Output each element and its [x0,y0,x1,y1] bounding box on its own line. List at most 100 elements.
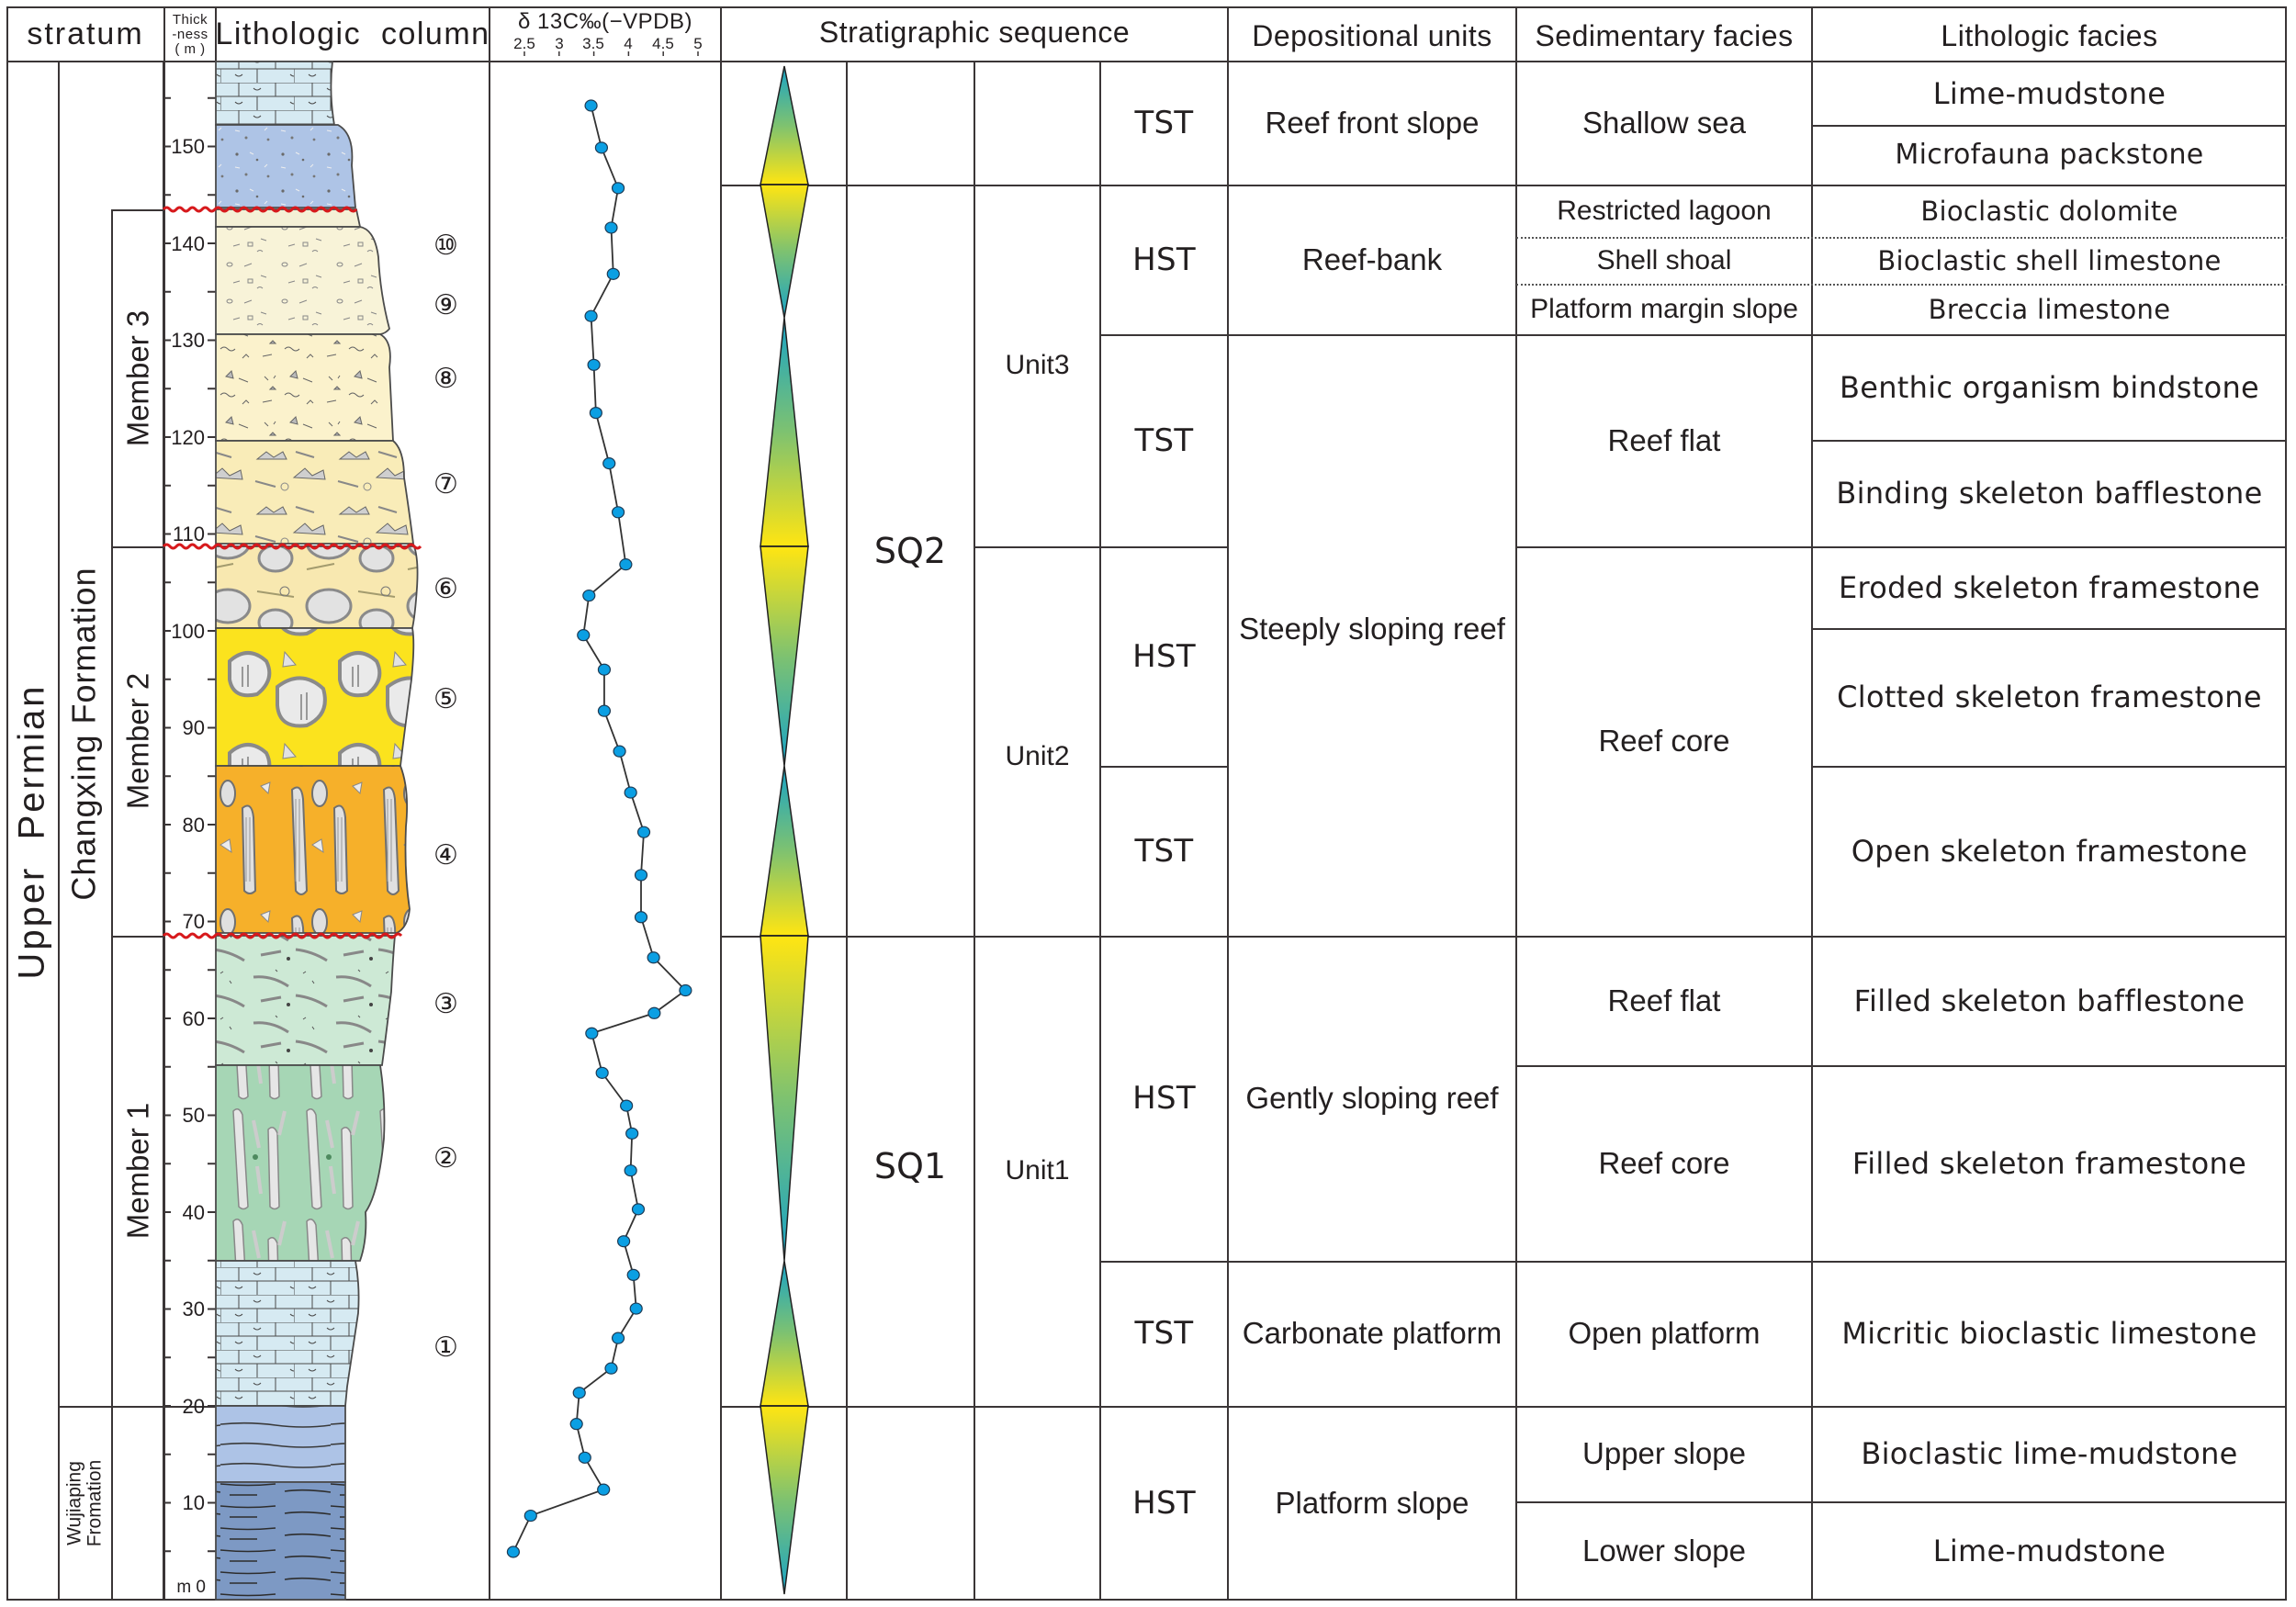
lithologic-facies: Micritic bioclastic limestone [1841,1316,2257,1351]
unconformity-3 [162,932,403,939]
tick-130: 130 [171,329,205,352]
systems-tract: HST [1132,1485,1196,1522]
systems-tract: TST [1134,1315,1194,1352]
tick-10: 10 [182,1491,205,1514]
unit3-label: Unit3 [1005,350,1070,380]
d13c-data-point [602,457,616,470]
sedimentary-facies: Open platform [1568,1316,1761,1350]
sequence-line [1100,334,2287,336]
lithologic-facies: Open skeleton framestone [1851,833,2248,869]
d13c-tick-4: 4 [624,35,633,52]
depositional-unit: Reef-bank [1301,242,1443,276]
header-stratum: stratum [27,16,144,51]
unit1-label: Unit1 [1005,1155,1070,1186]
unit2-label: Unit2 [1005,741,1070,771]
lith-line [1812,766,2287,768]
tick-80: 80 [182,814,205,837]
sequence-line [974,546,1100,548]
col-divider [489,6,490,1601]
layer-bed-9-10 [215,226,390,335]
systems-tract: TST [1134,105,1194,141]
sedimentary-facies: Upper slope [1582,1436,1746,1470]
d13c-data-point [624,786,637,799]
tick-60: 60 [182,1007,205,1030]
lithologic-facies: Eroded skeleton framestone [1838,569,2261,605]
bed-5: ⑤ [433,684,458,714]
col-divider [58,62,60,1601]
tst-wedge [760,765,809,937]
depositional-unit: Reef front slope [1265,106,1480,140]
header-sedimentary-facies: Sedimentary facies [1535,18,1794,52]
tick-70: 70 [182,910,205,933]
d13c-tick-2.5: 2.5 [513,35,535,52]
sequence-line [721,1406,2287,1408]
depositional-unit: Carbonate platform [1242,1316,1503,1350]
sedimentary-facies: Shallow sea [1582,106,1746,140]
depositional-unit: Platform slope [1275,1486,1469,1520]
d13c-tick-4.5: 4.5 [652,35,674,52]
col-divider [111,209,113,1601]
d13c-data-point [569,1418,583,1431]
d13c-data-point [506,1545,521,1558]
header-d13c: δ 13C‰(−VPDB) [518,9,692,34]
col-divider [974,62,975,1601]
d13c-data-point [611,1332,625,1344]
sequence-line [1516,1065,2287,1067]
sequence-line [721,936,2287,938]
d13c-data-point [634,911,648,924]
d13c-data-point [577,629,591,642]
sequence-line [1516,1501,2287,1503]
tick-140: 140 [171,232,205,255]
d13c-data-point [594,141,609,154]
lithologic-facies: Bioclastic lime-mudstone [1861,1436,2238,1471]
d13c-data-point [647,951,660,964]
d13c-data-point [595,1066,609,1079]
sequence-line [1100,1261,2287,1263]
d13c-data-point [620,1099,634,1112]
layer-bed-4 [215,765,411,934]
tst-wedge [760,1260,809,1407]
d13c-data-point [589,407,602,420]
bed-1: ① [433,1332,458,1363]
lithologic-facies: Filled skeleton framestone [1851,1145,2247,1181]
sedimentary-facies: Platform margin slope [1530,293,1798,324]
lith-line [1812,440,2287,442]
d13c-tick-5: 5 [693,35,703,52]
sequence-line [721,185,2287,186]
lithologic-facies: Lime-mudstone [1932,1534,2167,1568]
member3-top [111,209,164,211]
bed-2: ② [433,1143,458,1174]
bed-10: ⑩ [433,230,458,261]
tst-wedge [760,65,809,185]
col-divider [1515,6,1517,1601]
bed-3: ③ [433,989,458,1019]
sequence-line [1516,546,2287,548]
dotted-divider [1516,284,2287,286]
col-divider [846,62,848,1601]
hst-wedge [760,935,809,1262]
lith-line [1812,125,2287,127]
layer-bed-7 [215,440,415,545]
lithologic-facies: Breccia limestone [1928,293,2171,325]
member-boundary [111,936,164,938]
header-thickness-line3: ( m ) [174,41,206,57]
lith-line [1812,628,2287,630]
lithologic-facies: Lime-mudstone [1932,75,2167,111]
layer-bed-3 [215,935,396,1066]
col-divider [215,6,217,62]
d13c-data-point [523,1509,537,1523]
unconformity-1 [162,206,358,213]
header-thickness-line1: Thick [172,12,208,28]
d13c-tick-3.5: 3.5 [582,35,604,52]
tick-90: 90 [182,716,205,739]
unconformity-2 [162,543,422,550]
header-strat-sequence: Stratigraphic sequence [818,15,1131,49]
unconformity-lines [162,206,422,939]
tick-110: 110 [172,523,205,545]
header-lithologic-facies: Lithologic facies [1941,18,2158,52]
d13c-data-point [585,1027,599,1039]
d13c-data-point [597,663,612,676]
col-divider [1227,6,1229,1601]
